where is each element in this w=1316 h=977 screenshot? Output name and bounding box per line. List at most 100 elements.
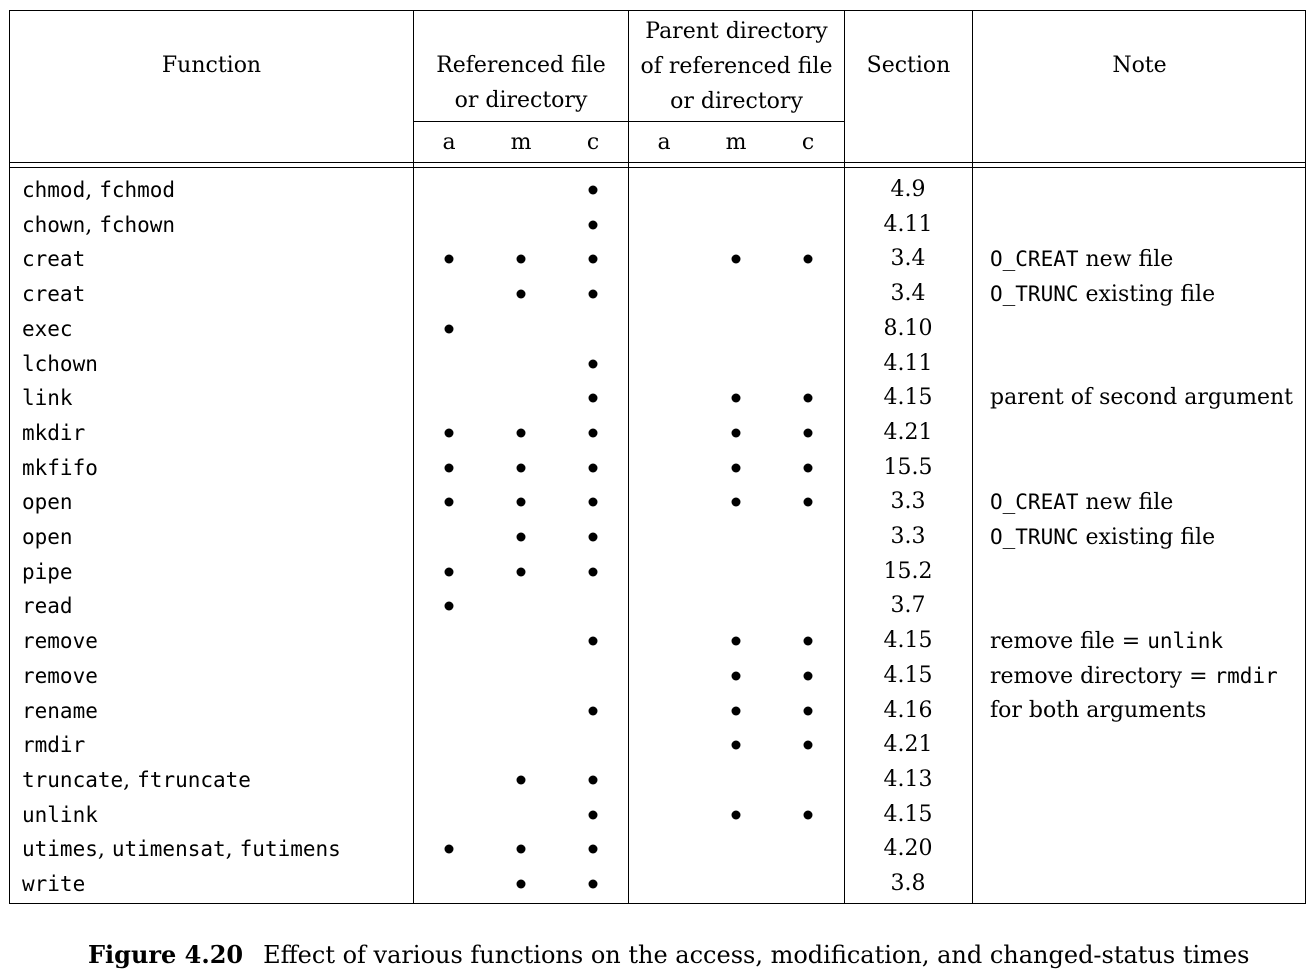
header-parent-line3: or directory [670,89,803,114]
header-double-rule-bottom [9,167,1306,168]
function-name: link [22,386,73,411]
function-name: creat [22,247,86,272]
bullet-mark [803,706,813,715]
bullet-mark [731,740,741,750]
bullet-mark [444,601,454,611]
note-code: O_TRUNC [990,525,1079,549]
section-cell: 4.21 [883,732,933,758]
bullet-mark [731,671,741,681]
col-divider [413,10,414,904]
note-code: unlink [1147,629,1224,654]
subheader-m: m [510,130,532,155]
bullet-mark [516,567,526,577]
note-cell: O_TRUNC existing file [990,525,1215,550]
function-cell: mkdir [22,421,85,446]
separator-text: , [225,837,240,863]
note-cell: O_CREAT new file [990,490,1173,515]
note-text: new file [1078,490,1174,516]
bullet-mark [444,844,454,854]
function-cell: open [22,490,73,515]
bullet-mark [516,879,526,889]
section-cell: 3.8 [890,871,926,896]
section-cell: 4.16 [883,697,933,723]
function-cell: remove [22,664,98,689]
bullet-mark [516,497,526,507]
bullet-mark [588,220,598,230]
note-text: parent of second argument [990,385,1294,411]
note-text: existing file [1078,525,1216,550]
note-text: new file [1078,247,1174,273]
note-cell: O_TRUNC existing file [990,282,1215,307]
figure-caption-text: Effect of various functions on the acces… [263,941,1250,969]
subheader-c: c [801,130,815,155]
function-name: rename [22,698,98,723]
figure-label: Figure 4.20 [88,940,244,969]
bullet-mark [444,428,454,438]
bullet-mark [731,463,741,473]
bullet-mark [803,636,813,646]
function-name: mkfifo [22,455,98,480]
note-text: remove file = [990,629,1148,655]
note-code: rmdir [1214,663,1278,688]
function-name: mkdir [22,420,86,445]
bullet-mark [731,497,741,507]
note-text: remove directory = [990,663,1215,689]
section-cell: 4.21 [883,419,933,445]
function-name: unlink [22,802,98,827]
function-name: chmod [22,178,86,202]
bullet-mark [731,636,741,646]
function-cell: link [22,386,73,411]
header-section: Section [866,53,951,78]
col-divider [972,10,973,904]
note-code: O_TRUNC [990,282,1079,307]
function-name: ftruncate [137,767,251,792]
bullet-mark [588,185,598,195]
bullet-mark [731,706,741,715]
section-cell: 4.15 [883,801,933,827]
section-cell: 4.15 [883,662,933,688]
section-cell: 4.15 [883,628,933,654]
header-parent: Parent directory of referenced file or d… [629,14,844,119]
bullet-mark [444,497,454,507]
note-text: existing file [1078,282,1216,308]
bullet-mark [803,428,813,438]
function-cell: read [22,594,73,619]
subheader-m: m [725,130,747,155]
bullet-mark [803,810,813,820]
subheader-a: a [657,130,671,155]
function-cell: creat [22,282,85,307]
function-name: read [22,594,73,619]
bullet-mark [588,775,598,785]
function-cell: rmdir [22,733,85,758]
bullet-mark [588,289,598,299]
bullet-mark [588,636,598,646]
function-name: remove [22,629,98,654]
section-cell: 4.9 [890,177,926,202]
note-text: for both arguments [990,697,1207,723]
subheader-a: a [442,130,456,155]
function-name: fchown [99,212,176,237]
bullet-mark [516,254,526,264]
function-name: open [22,490,73,515]
function-name: open [22,525,73,549]
bullet-mark [516,844,526,854]
section-cell: 4.13 [883,766,933,792]
header-parent-line2: of referenced file [640,54,833,79]
bullet-mark [444,254,454,264]
section-cell: 3.4 [890,281,926,307]
function-cell: truncate, ftruncate [22,768,251,793]
bullet-mark [731,428,741,438]
function-cell: creat [22,247,85,272]
function-cell: chown, fchown [22,213,175,238]
function-cell: rename [22,699,98,724]
section-cell: 8.10 [883,315,933,341]
bullet-mark [444,463,454,473]
bullet-mark [588,706,598,715]
function-cell: unlink [22,803,98,828]
bullet-mark [803,671,813,681]
function-cell: lchown [22,352,98,377]
function-name: exec [22,316,73,341]
bullet-mark [588,879,598,889]
function-name: creat [22,282,86,307]
header-referenced-line2: or directory [454,88,588,113]
